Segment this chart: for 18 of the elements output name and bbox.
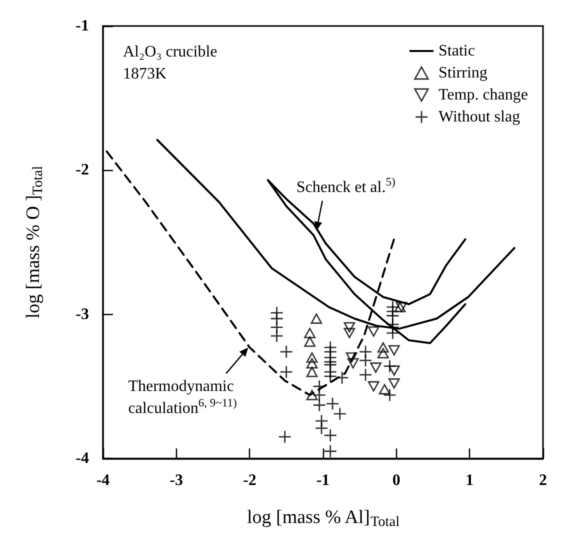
annotation: 1873K [123, 66, 167, 82]
y-tick-label: -1 [76, 18, 89, 34]
legend-label: Stirring [438, 64, 488, 82]
x-tick-label: 2 [539, 472, 547, 489]
legend-label: Static [438, 42, 475, 60]
y-tick-label: -3 [76, 306, 89, 323]
annotation: Al₂O₃ crucible [123, 44, 218, 60]
legend-label: Without slag [438, 108, 520, 126]
x-tick-label: -4 [96, 472, 110, 489]
x-tick-label: 1 [466, 472, 474, 489]
y-tick-label: -2 [76, 162, 89, 179]
y-tick-label: -4 [76, 450, 89, 467]
x-tick-label: -2 [243, 472, 256, 489]
legend-label: Temp. change [438, 86, 528, 104]
x-tick-label: 0 [392, 472, 400, 489]
y-axis-title: log [mass % O ]Total [23, 166, 46, 319]
x-tick-label: -3 [170, 472, 183, 489]
x-tick-label: -1 [316, 472, 330, 489]
